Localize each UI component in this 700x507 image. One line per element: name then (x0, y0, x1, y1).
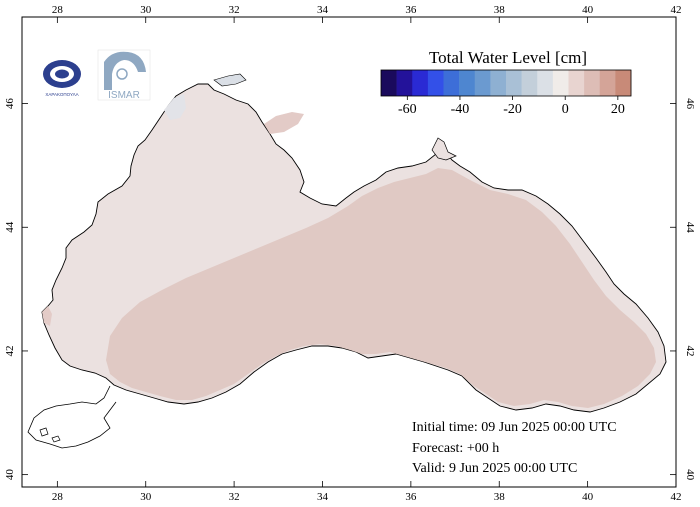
colorbar-swatch (568, 70, 585, 96)
lon-label-bottom: 42 (671, 491, 682, 503)
colorbar-swatches (380, 69, 632, 97)
colorbar-swatch (396, 70, 413, 96)
colorbar-swatch (537, 70, 554, 96)
lon-label-bottom: 36 (405, 491, 417, 503)
colorbar-border (380, 69, 632, 97)
colorbar-swatch (381, 70, 397, 96)
lat-label-right: 46 (684, 98, 696, 110)
sea-patch-north (264, 112, 304, 134)
lat-label-left: 42 (4, 345, 16, 356)
colorbar: Total Water Level [cm] -60 -40 -20 0 20 (380, 48, 632, 117)
colorbar-swatch (521, 70, 538, 96)
colorbar-labels: -60 -40 -20 0 20 (398, 96, 625, 117)
colorbar-swatch (459, 70, 476, 96)
sea-patch-nw-cool (164, 94, 186, 120)
colorbar-tick-label: -20 (503, 102, 522, 117)
colorbar-swatch (443, 70, 460, 96)
kerch-spit (431, 137, 457, 161)
sea-basin (106, 168, 656, 408)
lon-label-bottom: 28 (52, 491, 64, 503)
forecast-label: Forecast: +00 h (412, 441, 500, 456)
colorbar-swatch (427, 70, 444, 96)
marmara-coast (27, 385, 117, 449)
initial-time-label: Initial time: 09 Jun 2025 00:00 UTC (412, 420, 617, 435)
lon-label-bottom: 32 (229, 491, 240, 503)
colorbar-swatch (506, 70, 522, 96)
colorbar-swatch (552, 70, 569, 96)
lon-label-bottom: 40 (582, 491, 594, 503)
colorbar-swatch (599, 70, 616, 96)
colorbar-swatch (490, 70, 507, 96)
lon-label-bottom: 34 (317, 491, 329, 503)
colorbar-swatch (584, 70, 601, 96)
colorbar-tick-label: -40 (451, 102, 470, 117)
colorbar-tick-label: 0 (562, 102, 569, 117)
graticule-ticks (22, 17, 677, 487)
marmara-islands (39, 427, 61, 443)
lon-label-bottom: 30 (140, 491, 152, 503)
lon-label-top: 38 (494, 4, 506, 16)
logo-left-text: ΧΑΡΑΚΟΠΟΥΛΑ (45, 92, 78, 97)
colorbar-title: Total Water Level [cm] (429, 48, 587, 67)
logo-right-text: ISMAR (108, 90, 140, 101)
lat-label-left: 44 (4, 221, 16, 233)
colorbar-swatch (474, 70, 491, 96)
lat-label-left: 40 (4, 469, 16, 481)
colorbar-tick-label: -60 (398, 102, 417, 117)
sea-patch-azov (213, 73, 247, 87)
lon-label-top: 36 (405, 4, 417, 16)
lon-label-top: 34 (317, 4, 329, 16)
sea-patch-west (42, 306, 52, 326)
colorbar-tick-label: 20 (611, 102, 625, 117)
colorbar-swatch (615, 70, 632, 96)
logo-left: ΧΑΡΑΚΟΠΟΥΛΑ (32, 50, 94, 100)
lon-label-top: 30 (140, 4, 152, 16)
lat-label-right: 44 (684, 222, 696, 234)
lon-label-top: 32 (229, 4, 240, 16)
lat-label-right: 40 (684, 469, 696, 481)
lat-label-right: 42 (684, 345, 696, 356)
lon-label-top: 28 (52, 4, 64, 16)
logo-right: ISMAR (97, 49, 151, 101)
lon-label-bottom: 38 (494, 491, 506, 503)
lat-label-left: 46 (4, 98, 16, 110)
valid-time-label: Valid: 9 Jun 2025 00:00 UTC (412, 461, 578, 476)
lon-label-top: 40 (582, 4, 594, 16)
lon-label-top: 42 (671, 4, 682, 16)
colorbar-swatch (412, 70, 429, 96)
